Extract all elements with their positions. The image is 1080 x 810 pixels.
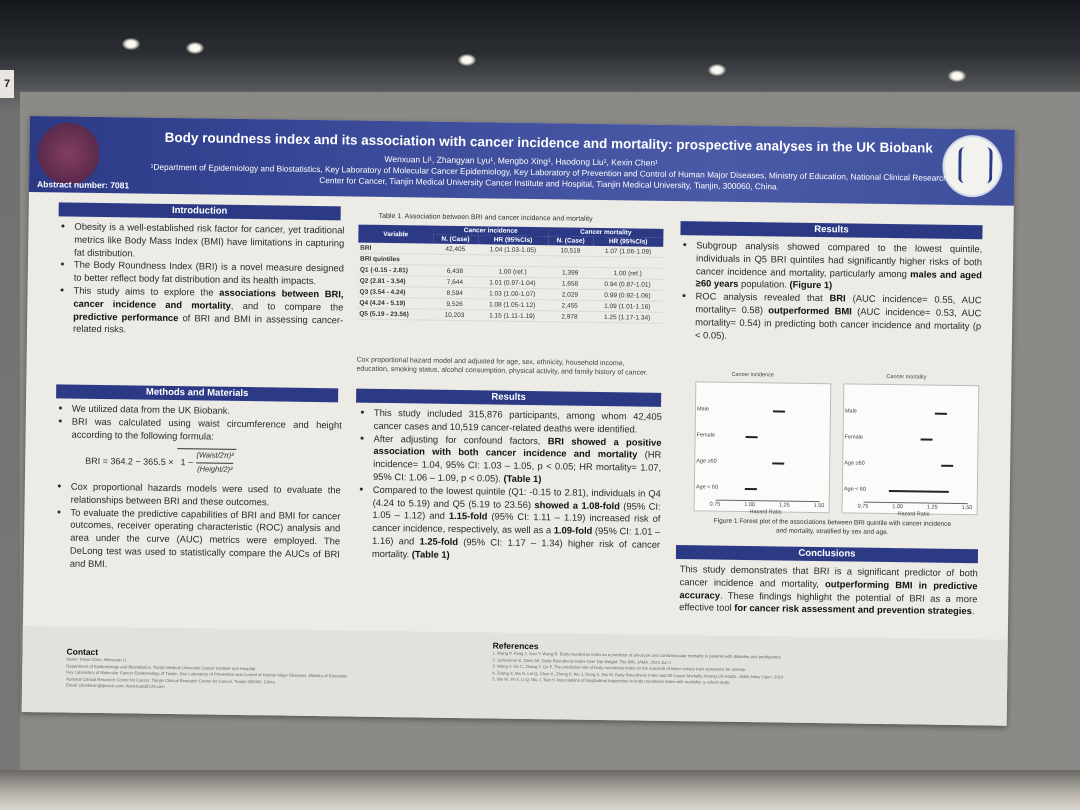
- forest-panel-incidence: [693, 381, 832, 514]
- forest-row-label: Male: [696, 406, 709, 413]
- contact-section: Contact Name: Kexin Chen, Wenxuan Li Dep…: [66, 647, 467, 696]
- abstract-number: Abstract number: 7081: [36, 179, 130, 191]
- ceiling-light: [122, 38, 140, 50]
- results-right-bullet: Subgroup analysis showed compared to the…: [696, 239, 983, 294]
- methods-heading: Methods and Materials: [56, 384, 339, 403]
- ceiling-light: [458, 54, 476, 66]
- intro-bullet: This study aims to explore the associati…: [73, 285, 344, 340]
- forest-x-tick: 1.50: [813, 502, 825, 510]
- methods-bullet: To evaluate the predictive capabilities …: [70, 506, 341, 574]
- methods-bullet: Cox proportional hazards models were use…: [71, 481, 341, 510]
- forest-row-label: Female: [844, 434, 863, 441]
- ceiling-light: [948, 70, 966, 82]
- panel-title-mortality: Cancer mortality: [886, 373, 927, 381]
- poster-header: Body roundness index and its association…: [28, 116, 1015, 206]
- conclusions-section: This study demonstrates that BRI is a si…: [679, 563, 978, 617]
- forest-point: [744, 488, 757, 491]
- introduction-section: Obesity is a well-established risk facto…: [59, 220, 345, 339]
- table1: Variable Cancer incidence Cancer mortali…: [357, 224, 664, 324]
- results-right-heading: Results: [680, 221, 983, 240]
- forest-x-tick: 1.00: [744, 502, 756, 509]
- results-right-section: Subgroup analysis showed compared to the…: [681, 239, 982, 346]
- table1-col-variable: Variable: [358, 224, 434, 244]
- results-heading: Results: [356, 388, 662, 407]
- forest-point: [773, 410, 786, 413]
- results-right-bullet: ROC analysis revealed that BRI (AUC inci…: [695, 290, 982, 345]
- ceiling-light: [186, 42, 204, 54]
- table1-footnote: Cox proportional hazard model and adjust…: [356, 356, 648, 377]
- ceiling-background: [0, 0, 1080, 90]
- intro-bullet: Obesity is a well-established risk facto…: [74, 221, 345, 263]
- forest-point: [941, 464, 954, 467]
- results-bullet: After adjusting for confound factors, BR…: [373, 432, 662, 487]
- references-section: References 1. Wang P, Fang J, Guo Y, Wan…: [492, 641, 993, 691]
- forest-row-label: Age < 60: [695, 484, 719, 491]
- forest-row-label: Male: [844, 408, 857, 415]
- forest-x-label: Hazard Ratio: [749, 509, 782, 516]
- forest-point: [935, 412, 948, 415]
- university-logo-left: [37, 122, 100, 185]
- ceiling-light: [708, 64, 726, 76]
- figure1-caption: Figure 1 Forest plot of the associations…: [713, 517, 952, 536]
- bri-formula: BRI = 364.2 − 365.5 × 1 − (Waist/2π)² (H…: [85, 447, 341, 478]
- forest-row-label: Age ≥60: [696, 458, 717, 465]
- booth-sign: 7: [0, 70, 14, 98]
- forest-point: [745, 436, 758, 439]
- results-section: This study included 315,876 participants…: [358, 407, 662, 565]
- panel-title-incidence: Cancer incidence: [731, 371, 774, 379]
- forest-x-tick: 1.25: [926, 504, 938, 511]
- table1-caption: Table 1. Association between BRI and can…: [378, 212, 593, 223]
- forest-panel-mortality: [841, 383, 980, 516]
- forest-x-tick: 0.75: [709, 501, 721, 508]
- poster-affiliation: ¹Department of Epidemiology and Biostati…: [150, 161, 948, 191]
- results-bullet: Compared to the lowest quintile (Q1: -0.…: [372, 484, 661, 565]
- intro-bullet: The Body Roundness Index (BRI) is a nove…: [74, 259, 344, 288]
- forest-row-label: Age ≥60: [844, 460, 865, 467]
- forest-x-tick: 0.75: [857, 503, 869, 510]
- conclusions-heading: Conclusions: [675, 545, 979, 564]
- hospital-logo-right: [941, 134, 1003, 198]
- methods-bullet: BRI was calculated using waist circumfer…: [71, 415, 341, 444]
- results-bullet: This study included 315,876 participants…: [374, 407, 662, 437]
- poster: Body roundness index and its association…: [21, 116, 1015, 726]
- methods-section: We utilized data from the UK Biobank. BR…: [56, 402, 342, 574]
- forest-row-label: Female: [696, 432, 715, 439]
- forest-row-label: Age < 60: [843, 486, 867, 493]
- forest-x-tick: 1.00: [892, 504, 904, 511]
- floor: [0, 770, 1080, 810]
- forest-x-label: Hazard Ratio: [897, 511, 930, 518]
- forest-point: [772, 462, 785, 465]
- introduction-heading: Introduction: [58, 202, 341, 221]
- forest-x-tick: 1.50: [961, 505, 973, 512]
- forest-point: [920, 438, 933, 441]
- poster-title: Body roundness index and its association…: [164, 129, 933, 156]
- forest-x-tick: 1.25: [778, 502, 790, 509]
